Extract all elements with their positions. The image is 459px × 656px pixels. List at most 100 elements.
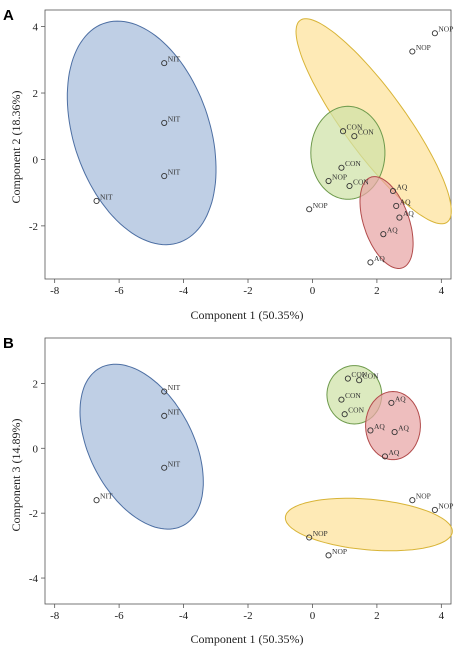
panel-b-point-label-nop-4: NOP bbox=[332, 547, 347, 556]
panel-b-point-aq-2 bbox=[367, 427, 374, 434]
panel-a-point-label-aq-4: AQ bbox=[387, 226, 398, 235]
panel-a: A Component 1 (50.35%) Component 2 (18.3… bbox=[3, 7, 453, 322]
panel-a-ellipse-nit bbox=[66, 20, 217, 246]
panel-a-point-aq-1 bbox=[389, 187, 397, 195]
panel-b-point-con-2 bbox=[356, 377, 363, 384]
panel-b-y-axis-label: Component 3 (14.89%) bbox=[9, 419, 23, 532]
panel-b-point-label-nop-3: NOP bbox=[313, 529, 328, 538]
panel-b-point-label-con-4: CON bbox=[348, 406, 364, 415]
panel-b-point-label-aq-2: AQ bbox=[374, 422, 385, 431]
panel-a-point-nop-2 bbox=[409, 48, 416, 55]
panel-a-point-label-nop-4: NOP bbox=[313, 201, 328, 210]
panel-b-x-tick-label: 0 bbox=[310, 610, 316, 622]
panel-b-point-label-aq-1: AQ bbox=[395, 394, 406, 403]
panel-a-point-con-1 bbox=[340, 128, 347, 135]
panel-a-point-label-aq-2: AQ bbox=[400, 197, 411, 206]
panel-a-point-label-aq-3: AQ bbox=[403, 209, 414, 218]
panel-a-y-tick-label: -2 bbox=[29, 221, 38, 233]
panel-b-point-label-con-1: CON bbox=[351, 370, 367, 379]
panel-b-point-con-4 bbox=[341, 411, 348, 418]
panel-a-point-label-nit-2: NIT bbox=[168, 114, 181, 123]
panel-a-point-label-aq-5: AQ bbox=[374, 254, 385, 263]
panel-b-x-tick-label: -6 bbox=[115, 610, 125, 622]
panel-a-ellipse-aq bbox=[359, 176, 414, 269]
panel-a-x-tick-label: 2 bbox=[374, 285, 380, 297]
panel-a-y-tick-label: 4 bbox=[33, 22, 39, 34]
panel-b-point-label-con-3: CON bbox=[345, 391, 361, 400]
panel-b-point-nop-1 bbox=[409, 497, 416, 504]
panel-a-point-aq-4 bbox=[380, 231, 387, 238]
panel-b-ellipse-nop bbox=[284, 497, 453, 552]
panel-a-point-label-nop-2: NOP bbox=[416, 43, 431, 52]
panel-b-point-nop-4 bbox=[325, 552, 332, 559]
panel-b-point-label-nop-2: NOP bbox=[438, 501, 453, 510]
panel-b-y-tick-label: 2 bbox=[33, 378, 39, 390]
panel-b-point-label-nit-1: NIT bbox=[168, 383, 181, 392]
panel-b-point-nit-4 bbox=[93, 497, 100, 504]
panel-a-point-aq-2 bbox=[393, 202, 400, 209]
panel-a-x-tick-label: 0 bbox=[310, 285, 316, 297]
panel-a-point-label-con-2: CON bbox=[358, 128, 374, 137]
panel-b-ellipse-nit bbox=[79, 363, 204, 530]
panel-b-y-tick-label: -2 bbox=[29, 508, 38, 520]
panel-a-y-axis-label: Component 2 (18.36%) bbox=[9, 91, 23, 204]
panel-b-letter: B bbox=[3, 335, 14, 352]
panel-b-point-aq-1 bbox=[388, 399, 395, 406]
panel-a-point-nit-2 bbox=[161, 119, 168, 126]
panel-a-point-nop-1 bbox=[431, 30, 438, 37]
panel-b-point-con-3 bbox=[338, 396, 345, 403]
panel-b-point-nop-3 bbox=[306, 534, 313, 541]
panel-a-point-aq-5 bbox=[367, 259, 374, 266]
panel-a-point-nit-1 bbox=[161, 60, 168, 67]
panel-a-y-tick-label: 2 bbox=[33, 88, 39, 100]
panel-a-point-nop-3 bbox=[325, 177, 332, 185]
panel-a-point-con-2 bbox=[351, 133, 358, 140]
panel-b-x-axis-label: Component 1 (50.35%) bbox=[191, 632, 304, 646]
panel-a-point-nit-4 bbox=[93, 197, 100, 205]
panel-a-point-label-nit-4: NIT bbox=[100, 192, 113, 201]
panel-b-point-label-aq-3: AQ bbox=[398, 424, 409, 433]
panel-b-x-tick-label: -2 bbox=[243, 610, 252, 622]
panel-a-x-tick-label: 4 bbox=[439, 285, 445, 297]
panel-b-point-label-nit-3: NIT bbox=[168, 459, 181, 468]
panel-b-x-tick-label: 2 bbox=[374, 610, 380, 622]
panel-b-y-tick-label: 0 bbox=[33, 443, 39, 455]
panel-a-x-tick-label: -2 bbox=[243, 285, 252, 297]
panel-a-point-aq-3 bbox=[396, 214, 403, 221]
panel-a-point-label-con-1: CON bbox=[347, 123, 363, 132]
panel-a-point-nop-4 bbox=[306, 206, 313, 213]
panel-b-y-tick-label: -4 bbox=[29, 573, 39, 585]
panel-a-point-label-nit-3: NIT bbox=[168, 168, 181, 177]
panel-b-point-aq-3 bbox=[391, 429, 398, 436]
panel-b-ellipse-aq bbox=[365, 390, 421, 461]
panel-a-point-label-con-3: CON bbox=[345, 159, 361, 168]
panel-a-x-tick-label: -6 bbox=[115, 285, 125, 297]
panel-b-point-nop-2 bbox=[431, 506, 438, 513]
panel-b-point-aq-4 bbox=[381, 453, 388, 460]
panel-a-point-label-con-4: CON bbox=[353, 178, 369, 187]
panel-a-letter: A bbox=[3, 7, 14, 24]
panel-a-point-con-4 bbox=[346, 182, 353, 190]
panel-a-point-label-nop-3: NOP bbox=[332, 173, 347, 182]
panel-b-point-nit-2 bbox=[161, 412, 168, 419]
panel-b-x-tick-label: -4 bbox=[179, 610, 189, 622]
panel-a-y-tick-label: 0 bbox=[33, 154, 39, 166]
panel-a-x-tick-label: -4 bbox=[179, 285, 189, 297]
panel-b-point-label-con-2: CON bbox=[363, 372, 379, 381]
panel-a-point-nit-3 bbox=[161, 172, 168, 180]
panel-b-point-nit-1 bbox=[161, 388, 168, 395]
panel-a-x-tick-label: -8 bbox=[50, 285, 60, 297]
panel-b-x-tick-label: -8 bbox=[50, 610, 60, 622]
panel-a-x-axis-label: Component 1 (50.35%) bbox=[191, 308, 304, 322]
panel-a-point-label-nop-1: NOP bbox=[438, 25, 453, 34]
panel-a-point-con-3 bbox=[338, 164, 345, 171]
panel-b-point-nit-3 bbox=[161, 464, 168, 471]
panel-b-point-label-aq-4: AQ bbox=[388, 448, 399, 457]
panel-b-point-con-1 bbox=[344, 375, 351, 382]
panel-b-point-label-nit-4: NIT bbox=[100, 492, 113, 501]
panel-a-point-label-aq-1: AQ bbox=[397, 182, 408, 191]
panel-b-point-label-nop-1: NOP bbox=[416, 492, 431, 501]
panel-a-point-label-nit-1: NIT bbox=[168, 55, 181, 64]
panel-b-x-tick-label: 4 bbox=[439, 610, 445, 622]
